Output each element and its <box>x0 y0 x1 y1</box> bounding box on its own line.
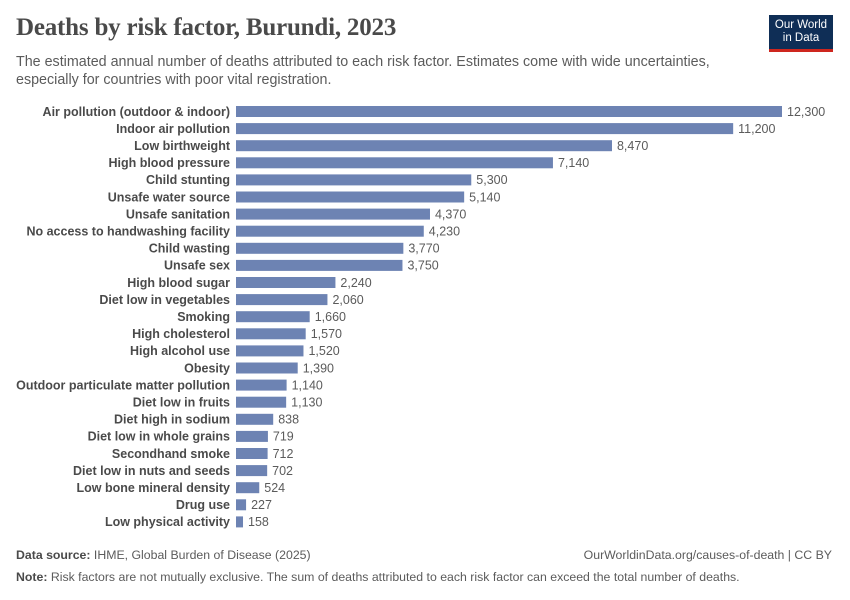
bar[interactable] <box>236 516 244 528</box>
value-label: 2,240 <box>340 276 371 290</box>
bar-chart: Air pollution (outdoor & indoor) 12,300 In… <box>16 105 825 529</box>
category-label: Smoking <box>177 310 230 324</box>
value-label: 11,200 <box>738 122 775 136</box>
value-label: 1,390 <box>303 361 334 375</box>
category-label: High cholesterol <box>132 327 230 341</box>
value-label: 1,130 <box>291 396 322 410</box>
value-label: 1,520 <box>308 344 339 358</box>
bar[interactable] <box>236 482 260 494</box>
value-label: 712 <box>273 447 294 461</box>
chart-subtitle: The estimated annual number of deaths at… <box>16 54 710 88</box>
value-label: 838 <box>278 413 299 427</box>
category-label: Diet high in sodium <box>114 413 230 427</box>
category-label: Secondhand smoke <box>112 447 230 461</box>
category-label: High alcohol use <box>130 344 230 358</box>
bar[interactable] <box>236 225 424 237</box>
bar[interactable] <box>236 362 298 374</box>
value-label: 2,060 <box>332 293 363 307</box>
bar[interactable] <box>236 140 612 152</box>
value-label: 158 <box>248 515 269 529</box>
category-label: High blood sugar <box>127 276 230 290</box>
category-label: Obesity <box>184 361 230 375</box>
bar[interactable] <box>236 174 472 186</box>
value-label: 1,140 <box>292 378 323 392</box>
data-source: Data source: IHME, Global Burden of Dise… <box>16 548 311 562</box>
value-label: 8,470 <box>617 139 648 153</box>
category-label: Unsafe sex <box>164 259 230 273</box>
bar[interactable] <box>236 413 274 425</box>
owid-logo[interactable]: Our World in Data <box>769 15 833 52</box>
value-label: 524 <box>264 481 285 495</box>
value-label: 5,300 <box>476 173 507 187</box>
category-label: Outdoor particulate matter pollution <box>16 378 230 392</box>
bar[interactable] <box>236 345 304 357</box>
value-label: 3,750 <box>407 259 438 273</box>
license-link[interactable]: OurWorldinData.org/causes-of-death | CC … <box>583 548 832 562</box>
bar[interactable] <box>236 430 268 442</box>
category-label: Unsafe water source <box>108 190 230 204</box>
bar[interactable] <box>236 259 403 271</box>
logo-line-1: Our World <box>774 19 828 31</box>
value-label: 1,660 <box>315 310 346 324</box>
note-label: Note: <box>16 570 48 584</box>
value-label: 702 <box>272 464 293 478</box>
bar[interactable] <box>236 106 782 117</box>
category-label: Child wasting <box>149 242 230 256</box>
category-label: Diet low in whole grains <box>88 430 230 444</box>
source-label: Data source: <box>16 548 91 562</box>
bar[interactable] <box>236 191 465 203</box>
value-label: 5,140 <box>469 190 500 204</box>
category-label: Diet low in vegetables <box>99 293 230 307</box>
chart-title: Deaths by risk factor, Burundi, 2023 <box>16 14 397 41</box>
category-label: High blood pressure <box>108 156 230 170</box>
bar[interactable] <box>236 448 268 459</box>
category-label: Low physical activity <box>105 515 230 529</box>
category-label: Unsafe sanitation <box>126 207 230 221</box>
category-label: Low birthweight <box>134 139 231 153</box>
category-label: Child stunting <box>146 173 230 187</box>
bar[interactable] <box>236 157 553 169</box>
category-label: No access to handwashing facility <box>26 225 230 239</box>
value-label: 7,140 <box>558 156 589 170</box>
bar[interactable] <box>236 328 306 340</box>
category-label: Diet low in nuts and seeds <box>73 464 230 478</box>
value-label: 12,300 <box>787 105 825 119</box>
bar[interactable] <box>236 294 328 306</box>
value-label: 1,570 <box>311 327 342 341</box>
bar[interactable] <box>236 277 336 288</box>
bar[interactable] <box>236 311 310 323</box>
value-label: 3,770 <box>408 242 439 256</box>
bar[interactable] <box>236 379 287 391</box>
chart-note: Note: Risk factors are not mutually excl… <box>16 570 740 584</box>
note-text: Risk factors are not mutually exclusive.… <box>50 570 740 584</box>
value-label: 719 <box>273 430 294 444</box>
bar[interactable] <box>236 499 247 511</box>
category-label: Drug use <box>176 498 230 512</box>
source-text[interactable]: IHME, Global Burden of Disease (2025) <box>93 548 311 562</box>
category-label: Indoor air pollution <box>116 122 230 136</box>
category-label: Low bone mineral density <box>77 481 231 495</box>
logo-line-2: in Data <box>782 32 820 44</box>
bar[interactable] <box>236 123 734 135</box>
value-label: 4,230 <box>429 225 460 239</box>
value-label: 227 <box>251 498 272 512</box>
bar[interactable] <box>236 465 268 477</box>
category-label: Diet low in fruits <box>133 396 230 410</box>
value-label: 4,370 <box>435 207 466 221</box>
bar[interactable] <box>236 242 404 254</box>
bar[interactable] <box>236 208 430 220</box>
category-label: Air pollution (outdoor & indoor) <box>43 105 230 119</box>
bar[interactable] <box>236 396 287 408</box>
